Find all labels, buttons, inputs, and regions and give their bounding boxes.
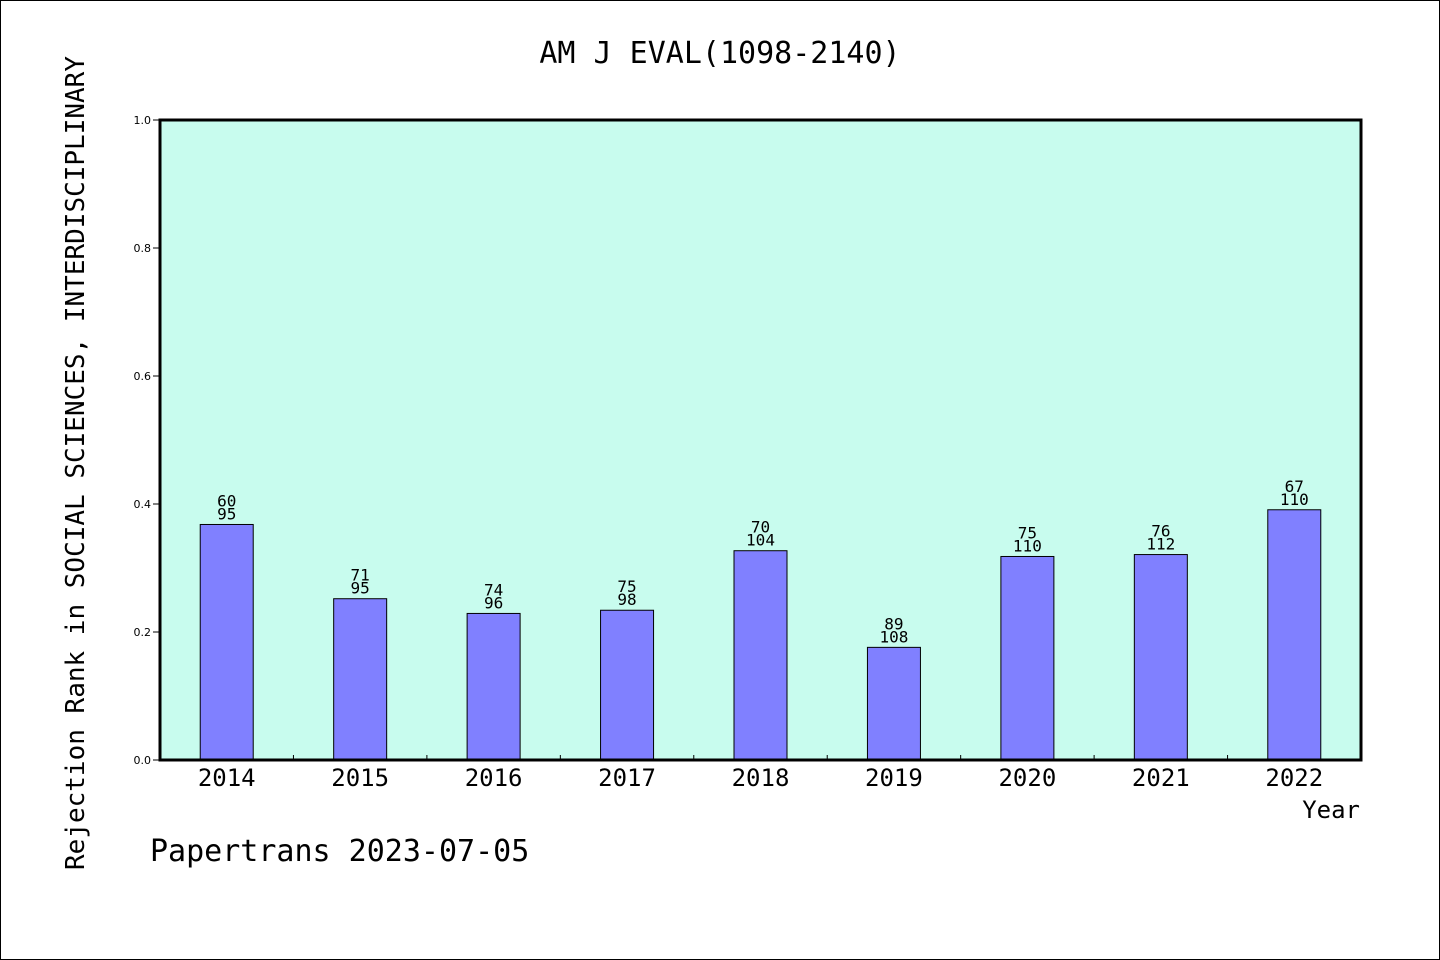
x-tick-label: 2020 bbox=[998, 764, 1056, 792]
bar-label-bottom: 112 bbox=[1146, 535, 1175, 554]
x-tick-label: 2016 bbox=[465, 764, 523, 792]
x-tick-label: 2019 bbox=[865, 764, 923, 792]
bar-label-bottom: 108 bbox=[879, 627, 908, 646]
y-tick-label: 0.8 bbox=[134, 242, 152, 255]
x-tick-label: 2014 bbox=[198, 764, 256, 792]
bar bbox=[600, 609, 655, 761]
x-tick-label: 2018 bbox=[732, 764, 790, 792]
bar bbox=[733, 550, 788, 761]
y-tick-label: 0.6 bbox=[134, 370, 152, 383]
x-tick-label: 2017 bbox=[598, 764, 656, 792]
credit-text: Papertrans 2023-07-05 bbox=[150, 834, 530, 869]
bar-label-bottom: 110 bbox=[1013, 536, 1042, 555]
bar bbox=[199, 523, 254, 761]
bar bbox=[1000, 555, 1055, 761]
bar bbox=[1267, 509, 1322, 761]
bar-label-top: 67 bbox=[1285, 477, 1304, 496]
y-tick-label: 0.4 bbox=[134, 498, 152, 511]
x-tick-label: 2015 bbox=[331, 764, 389, 792]
bar-label-bottom: 96 bbox=[484, 593, 503, 612]
bar bbox=[333, 598, 388, 761]
bar-label-top: 74 bbox=[484, 580, 503, 599]
bar-label-top: 75 bbox=[617, 577, 636, 596]
bar-label-top: 71 bbox=[351, 566, 370, 585]
bar-label-top: 60 bbox=[217, 491, 236, 510]
bar-label-top: 70 bbox=[751, 518, 770, 537]
bar-label-top: 89 bbox=[884, 614, 903, 633]
x-tick-label: 2021 bbox=[1132, 764, 1190, 792]
bar bbox=[866, 646, 921, 761]
bar-label-bottom: 98 bbox=[617, 590, 636, 609]
x-axis-label: Year bbox=[1302, 796, 1360, 824]
bar-label-bottom: 104 bbox=[746, 531, 775, 550]
bar-label-bottom: 95 bbox=[217, 504, 236, 523]
bar-label-top: 75 bbox=[1018, 523, 1037, 542]
chart-title: AM J EVAL(1098-2140) bbox=[539, 36, 901, 71]
y-tick-label: 0.0 bbox=[134, 754, 152, 767]
y-tick-label: 0.2 bbox=[134, 626, 152, 639]
y-tick-label: 1.0 bbox=[134, 114, 152, 127]
plot-border bbox=[158, 118, 1363, 762]
bar bbox=[1133, 554, 1188, 761]
bar-label-bottom: 110 bbox=[1280, 490, 1309, 509]
bar-label-bottom: 95 bbox=[351, 579, 370, 598]
bar-label-top: 76 bbox=[1151, 522, 1170, 541]
bar bbox=[466, 612, 521, 761]
x-tick-label: 2022 bbox=[1265, 764, 1323, 792]
